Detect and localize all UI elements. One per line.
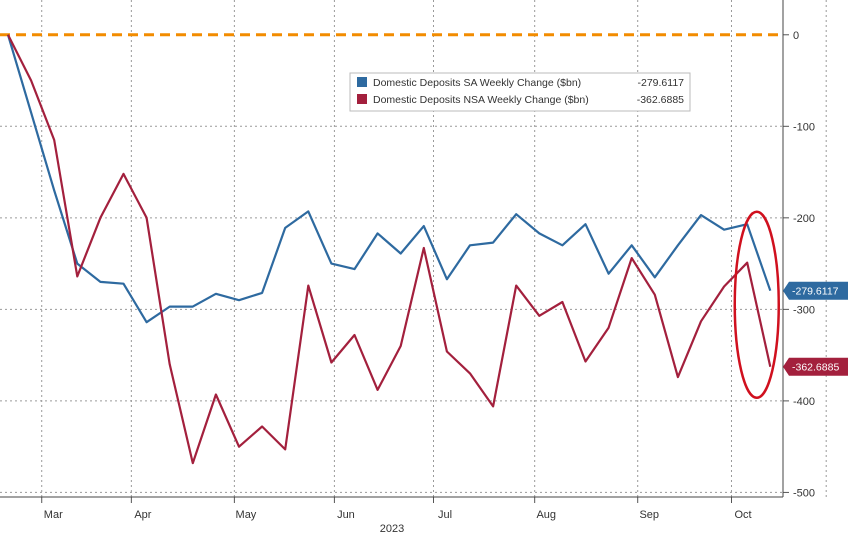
end-label-sa: -279.6117 xyxy=(792,286,839,298)
y-tick-label: -400 xyxy=(793,396,815,408)
highlight-ellipse xyxy=(733,210,780,400)
legend-label-sa: Domestic Deposits SA Weekly Change ($bn) xyxy=(373,77,581,89)
highlight-ellipse-shape xyxy=(733,210,780,400)
x-tick-label: Mar xyxy=(44,509,63,521)
y-tick-label: -100 xyxy=(793,121,815,133)
y-tick-label: -200 xyxy=(793,213,815,225)
end-tag-nsa xyxy=(783,357,848,376)
legend: Domestic Deposits SA Weekly Change ($bn)… xyxy=(349,72,691,112)
y-tick-label: 0 xyxy=(793,30,799,42)
y-tick-label: -300 xyxy=(793,304,815,316)
axes: 0 -100 -200 -300 -400 -500 Mar Apr May Jun Jul Aug S… xyxy=(0,0,815,535)
legend-swatch-nsa xyxy=(357,94,367,104)
x-tick-label: Sep xyxy=(639,509,659,521)
legend-value-sa: -279.6117 xyxy=(637,77,684,89)
legend-value-nsa: -362.6885 xyxy=(637,94,684,106)
x-tick-label: Jun xyxy=(337,509,355,521)
x-tick-label: Jul xyxy=(438,509,452,521)
x-axis-year-label: 2023 xyxy=(380,523,404,534)
series-line-nsa xyxy=(7,34,772,465)
end-label-nsa: -362.6885 xyxy=(792,362,839,374)
x-tick-label: Apr xyxy=(134,509,151,521)
legend-swatch-sa xyxy=(357,77,367,87)
legend-box xyxy=(349,72,691,112)
series-line-sa xyxy=(6,34,772,324)
gridlines xyxy=(0,0,827,497)
end-value-labels: -279.6117 -362.6885 xyxy=(783,281,848,376)
end-tag-sa xyxy=(783,281,848,300)
y-tick-label: -500 xyxy=(793,487,815,499)
x-tick-label: Aug xyxy=(536,509,556,521)
legend-label-nsa: Domestic Deposits NSA Weekly Change ($bn… xyxy=(373,94,589,106)
x-tick-label: May xyxy=(236,509,257,521)
x-tick-label: Oct xyxy=(734,509,751,521)
series-lines xyxy=(6,34,772,465)
